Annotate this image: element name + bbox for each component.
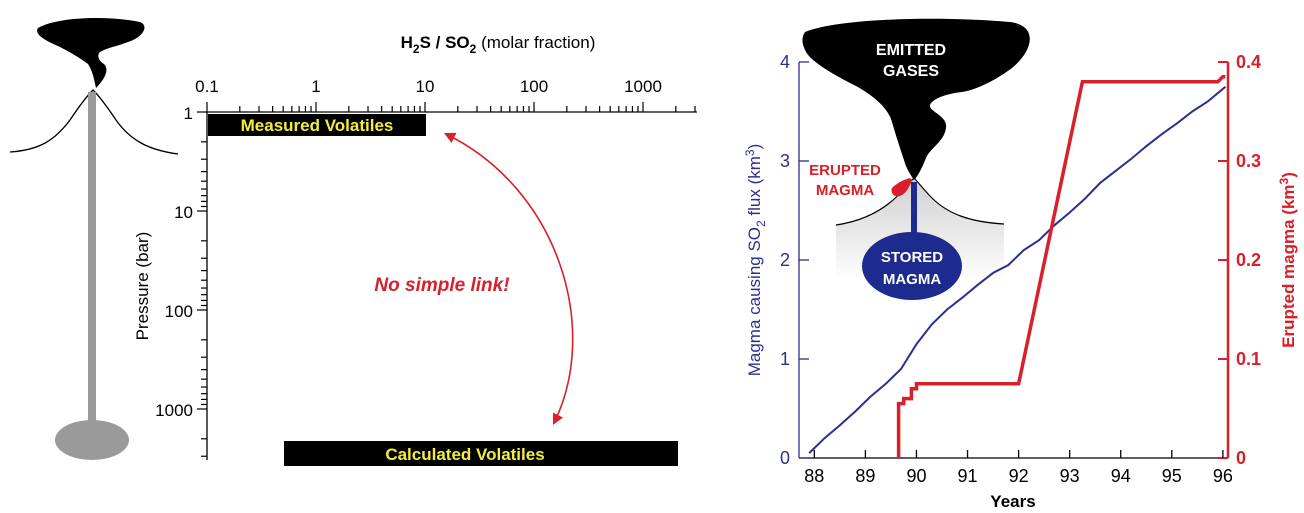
no-simple-link-annotation: No simple link! [374, 275, 509, 296]
erupted-magma-label-2: MAGMA [816, 182, 874, 199]
left-volcano-schematic [9, 18, 179, 460]
emitted-gases-plume-icon [802, 18, 1030, 180]
emitted-gases-label-1: EMITTED [876, 42, 946, 59]
no-link-arrow [443, 132, 574, 426]
right-x-tick-label: 94 [1111, 466, 1131, 486]
stored-magma-label-1: STORED [881, 249, 943, 266]
series-line-erupted-magma [896, 75, 1226, 458]
left-conduit [88, 92, 96, 427]
right-x-tick-label: 95 [1162, 466, 1182, 486]
right-x-tick-label: 88 [804, 466, 824, 486]
emitted-gases-label-2: GASES [883, 63, 939, 80]
right-left-y-ticks: 0 1 2 3 4 [780, 52, 809, 468]
left-chart: H2S / SO2 (molar fraction) 0.1 1 10 100 … [133, 33, 697, 466]
left-x-tick-label: 100 [520, 77, 548, 96]
left-y-tick-label: 1000 [155, 401, 193, 420]
left-plume-icon [37, 18, 145, 88]
stored-magma-conduit [911, 182, 917, 238]
left-ground-profile [9, 89, 179, 155]
left-x-ticks [206, 102, 696, 112]
title-part-so: S / SO [420, 33, 470, 52]
right-x-tick-label: 89 [855, 466, 875, 486]
right-x-tick-label: 90 [906, 466, 926, 486]
calculated-volatiles-bar [284, 441, 678, 466]
erupted-magma-label-1: ERUPTED [809, 162, 881, 179]
left-chart-title: H2S / SO2 (molar fraction) [401, 33, 596, 56]
title-sub-2b: 2 [470, 42, 477, 56]
left-x-tick-label: 0.1 [195, 77, 219, 96]
right-right-y-tick-label: 0 [1236, 448, 1246, 468]
title-part-h: H [401, 33, 413, 52]
left-y-tick-label: 100 [165, 302, 193, 321]
measured-volatiles-label: Measured Volatiles [241, 116, 394, 135]
right-left-y-tick-label: 3 [780, 151, 790, 171]
right-x-axis-label: Years [990, 492, 1035, 511]
erupted-magma-blob [891, 178, 912, 197]
left-y-tick-label: 10 [174, 203, 193, 222]
right-x-tick-label: 91 [958, 466, 978, 486]
right-chart: EMITTED GASES ERUPTED MAGMA STORED MAGMA… [743, 18, 1298, 511]
volcano-inset-diagram: EMITTED GASES ERUPTED MAGMA STORED MAGMA [802, 18, 1030, 300]
right-left-y-tick-label: 4 [780, 52, 790, 72]
series-line-so2-flux [808, 86, 1227, 454]
right-x-tick-label: 96 [1213, 466, 1233, 486]
right-right-y-tick-label: 0.1 [1236, 349, 1261, 369]
right-right-axis-label: Erupted magma (km3) [1277, 172, 1298, 348]
right-right-y-tick-label: 0.4 [1236, 52, 1261, 72]
right-left-y-tick-label: 1 [780, 349, 790, 369]
stored-magma-chamber [862, 232, 962, 300]
left-y-axis-label: Pressure (bar) [133, 232, 152, 341]
stored-magma-label-2: MAGMA [883, 271, 941, 288]
right-right-y-tick-label: 0.3 [1236, 151, 1261, 171]
title-part-unit: (molar fraction) [476, 33, 595, 52]
left-magma-chamber [55, 420, 129, 460]
right-x-tick-label: 93 [1060, 466, 1080, 486]
right-right-y-ticks: 0 0.1 0.2 0.3 0.4 [1218, 52, 1261, 468]
left-x-tick-label: 1000 [624, 77, 662, 96]
left-y-ticks [197, 111, 207, 457]
title-sub-2a: 2 [413, 42, 420, 56]
right-x-ticks: 88 89 90 91 92 93 94 95 96 [804, 450, 1233, 486]
right-left-y-tick-label: 2 [780, 250, 790, 270]
measured-volatiles-bar [208, 114, 426, 136]
calculated-volatiles-label: Calculated Volatiles [385, 445, 544, 464]
left-x-tick-label: 10 [416, 77, 435, 96]
left-x-tick-label: 1 [311, 77, 320, 96]
right-left-y-tick-label: 0 [780, 448, 790, 468]
right-right-y-tick-label: 0.2 [1236, 250, 1261, 270]
left-y-tick-label: 1 [184, 104, 193, 123]
right-x-tick-label: 92 [1009, 466, 1029, 486]
right-left-axis-label: Magma causing SO2 flux (km3) [743, 144, 768, 377]
